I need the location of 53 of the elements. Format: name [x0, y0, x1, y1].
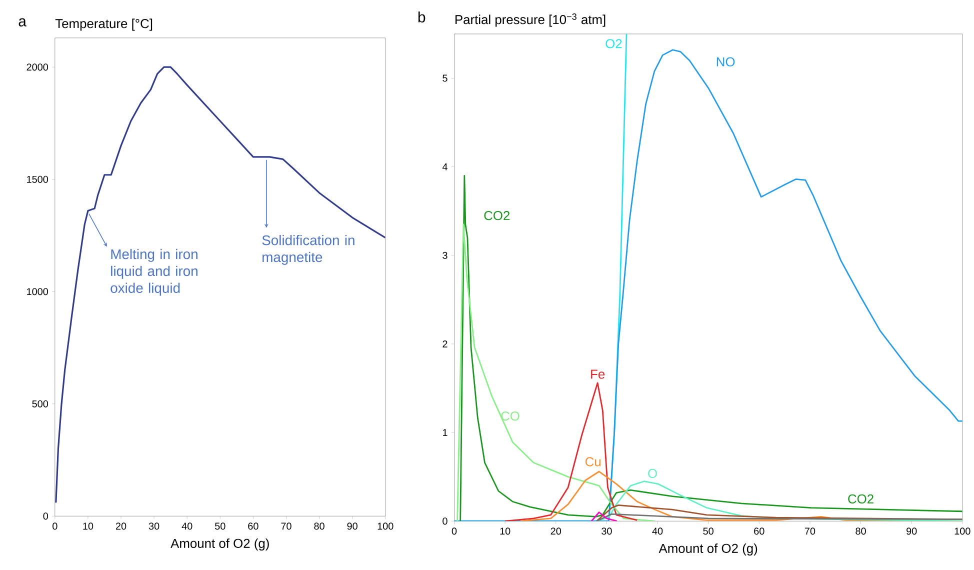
y-tick-label: 1000 [27, 288, 48, 296]
y-tick-label: 500 [32, 400, 48, 408]
x-tick-label: 70 [281, 522, 292, 530]
x-tick-label: 60 [248, 522, 258, 530]
y-tick-label: 2000 [26, 64, 48, 71]
x-tick-label: 10 [500, 528, 510, 535]
x-tick-label: 50 [703, 528, 714, 535]
y-tick-label: 0 [43, 512, 48, 520]
x-tick-label: 100 [378, 522, 394, 530]
series-label: O [648, 468, 657, 478]
series-label: CO [501, 411, 520, 421]
x-axis-title: Amount of O2 (g) [658, 543, 758, 556]
y-tick-label: 1500 [27, 176, 48, 183]
series-label: Fe [591, 370, 605, 379]
x-tick-label: 30 [602, 528, 612, 535]
x-tick-label: 40 [652, 528, 663, 535]
x-tick-label: 90 [347, 522, 358, 530]
annotation: Solidification in magnetite [262, 234, 354, 265]
y-tick-label: 4 [442, 163, 448, 170]
y-axis-title: Temperature [°C] [55, 18, 152, 31]
line-series [55, 66, 386, 504]
chart-title: b [418, 11, 426, 22]
x-tick-label: 60 [754, 528, 764, 535]
x-tick-label: 0 [452, 528, 457, 535]
x-tick-label: 20 [116, 522, 126, 530]
y-tick-label: 2 [442, 340, 448, 348]
y-axis-title: Partial pressure [10$^{−3}$ atm] [456, 13, 606, 27]
y-tick-label: 3 [442, 252, 448, 259]
y-tick-label: 0 [442, 518, 448, 525]
y-tick-label: 5 [442, 74, 448, 82]
x-tick-label: 50 [215, 522, 226, 530]
series-label: O2 [606, 39, 622, 48]
annotation: Melting in iron liquid and iron oxide liquid [110, 248, 198, 296]
x-tick-label: 80 [314, 522, 324, 530]
x-tick-label: 10 [83, 522, 94, 530]
x-tick-label: 20 [550, 528, 562, 535]
x-tick-label: 0 [52, 522, 58, 530]
x-axis-title: Amount of O2 (g) [170, 538, 269, 551]
x-tick-label: 70 [804, 528, 816, 535]
x-tick-label: 80 [856, 528, 866, 535]
line-series [596, 513, 962, 522]
line-series [456, 224, 656, 522]
x-tick-label: 90 [906, 528, 917, 535]
x-tick-label: 30 [148, 522, 160, 530]
line-series [460, 174, 962, 522]
chart-title: a [18, 18, 26, 26]
x-tick-label: 100 [954, 528, 970, 535]
y-tick-label: 1 [442, 429, 448, 436]
annotation: CO2 [848, 494, 874, 504]
series-label: NO [716, 57, 735, 66]
series-label: CO2 [484, 210, 510, 220]
series-label: Cu [585, 457, 600, 466]
x-tick-label: 40 [182, 522, 192, 530]
